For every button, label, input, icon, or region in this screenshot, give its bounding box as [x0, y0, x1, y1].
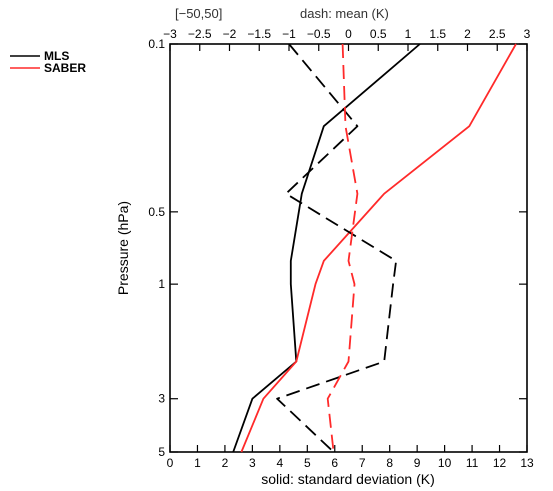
bottom-tick-label: 3 [249, 456, 256, 470]
pressure-tick-label: 0.5 [148, 205, 165, 219]
top-tick-label: −1.5 [247, 27, 271, 41]
top-tick-label: 0 [345, 27, 352, 41]
legend-label-mls: MLS [44, 49, 69, 63]
top-tick-label: 2.5 [489, 27, 506, 41]
top-left-label: [−50,50] [175, 6, 222, 21]
top-tick-label: −2.5 [188, 27, 212, 41]
bottom-tick-label: 9 [414, 456, 421, 470]
series-saber-solid [240, 43, 517, 453]
series-mls-dashed [276, 43, 398, 453]
pressure-tick-label: 0.1 [148, 37, 165, 51]
top-tick-label: −3 [163, 27, 177, 41]
plot-area: 0 1 2 3 4 5 6 7 8 9 10 11 12 13 −3 −2.5 −2 −1.5 −1 −0.5 0 0.… [148, 27, 534, 470]
top-tick-label: 3 [524, 27, 531, 41]
bottom-tick-label: 5 [304, 456, 311, 470]
bottom-tick-label: 13 [520, 456, 534, 470]
bottom-tick-label: 1 [194, 456, 201, 470]
bottom-tick-label: 8 [386, 456, 393, 470]
pressure-tick-label: 5 [158, 445, 165, 459]
legend-label-saber: SABER [44, 61, 86, 75]
bottom-tick-label: 4 [277, 456, 284, 470]
top-tick-label: −1 [282, 27, 296, 41]
bottom-tick-label: 6 [331, 456, 338, 470]
x-axis-title: solid: standard deviation (K) [261, 471, 435, 487]
series-mls-solid [232, 43, 421, 453]
top-tick-label: 2 [464, 27, 471, 41]
bottom-tick-label: 11 [466, 456, 479, 470]
top-tick-label: 0.5 [370, 27, 387, 41]
pressure-tick-label: 3 [158, 392, 165, 406]
pressure-axis: 0.1 0.5 1 3 5 [148, 37, 527, 459]
bottom-axis: 0 1 2 3 4 5 6 7 8 9 10 11 12 13 [167, 445, 534, 470]
bottom-tick-label: 2 [222, 456, 229, 470]
top-tick-label: −0.5 [307, 27, 331, 41]
top-axis: −3 −2.5 −2 −1.5 −1 −0.5 0 0.5 1 1.5 2 2.5 3 [163, 27, 531, 51]
series-layer [232, 43, 517, 453]
pressure-tick-label: 1 [158, 277, 165, 291]
series-saber-dashed [326, 43, 359, 453]
top-tick-label: 1 [405, 27, 412, 41]
top-tick-label: 1.5 [429, 27, 446, 41]
top-axis-title: dash: mean (K) [300, 6, 389, 21]
bottom-tick-label: 12 [493, 456, 507, 470]
bottom-tick-label: 0 [167, 456, 174, 470]
bottom-tick-label: 7 [359, 456, 366, 470]
top-tick-label: −2 [223, 27, 237, 41]
bottom-tick-label: 10 [438, 456, 452, 470]
legend: MLS SABER [10, 49, 86, 75]
y-axis-title: Pressure (hPa) [115, 201, 131, 295]
